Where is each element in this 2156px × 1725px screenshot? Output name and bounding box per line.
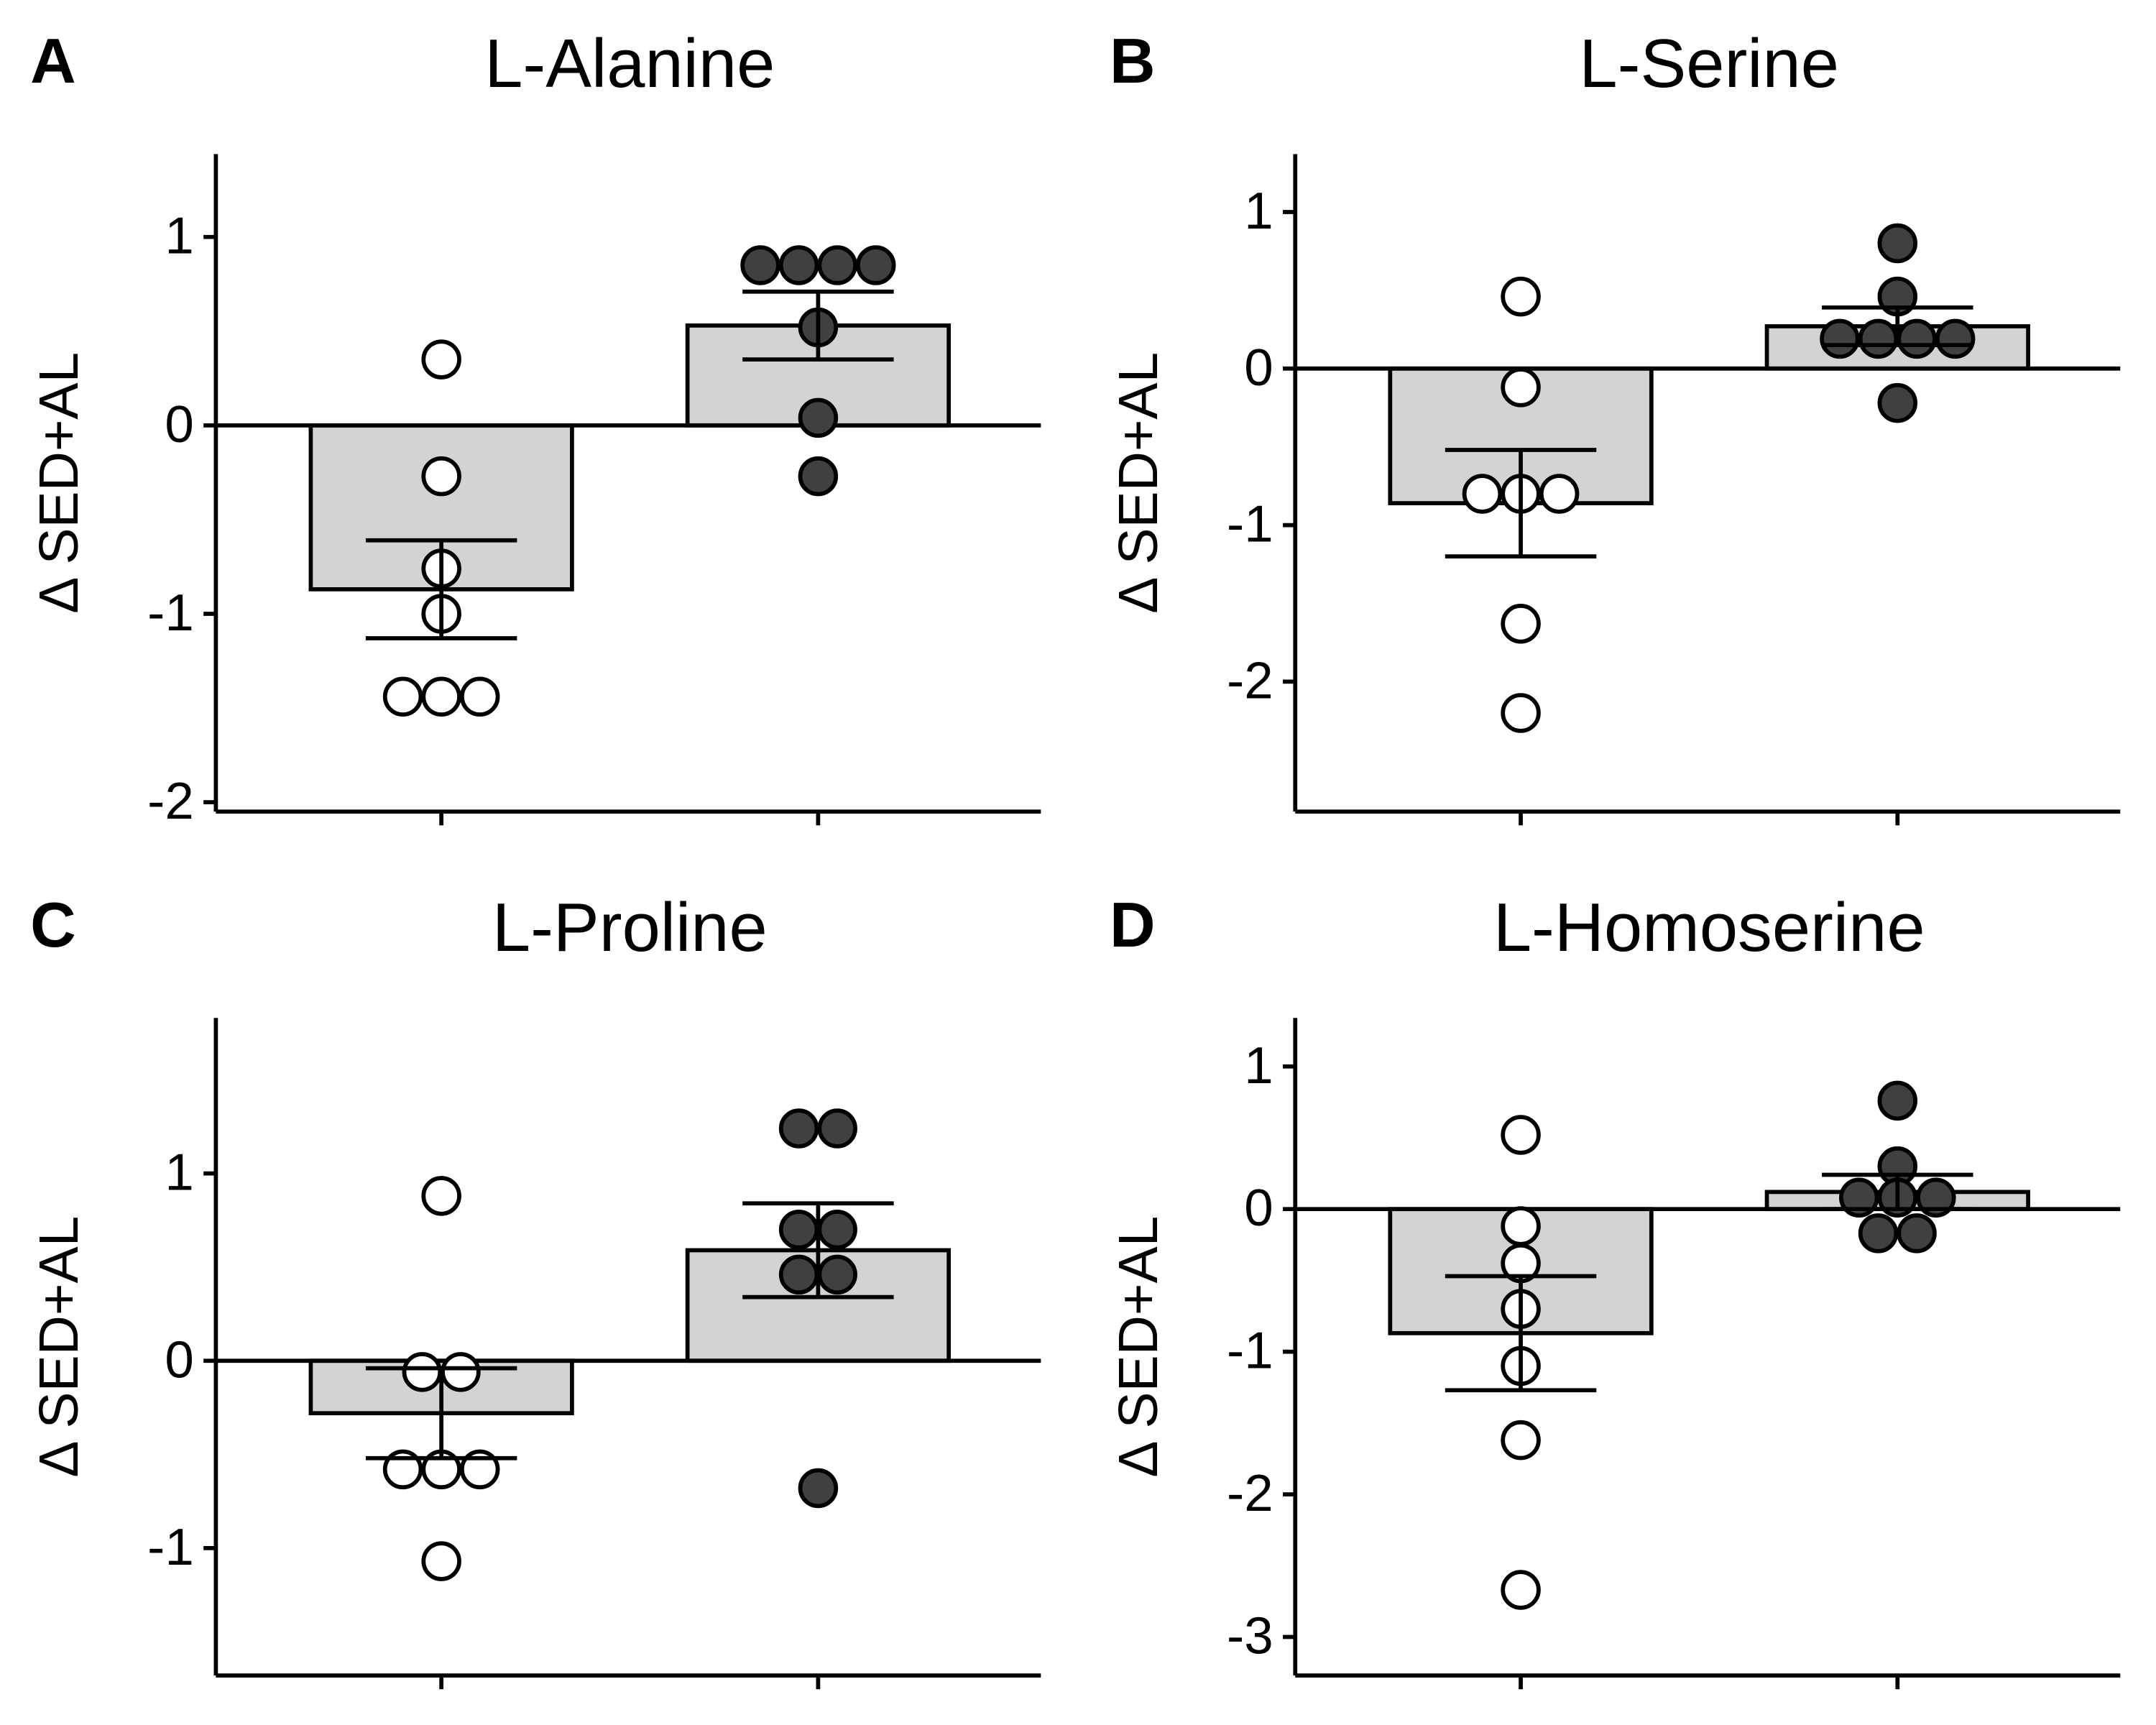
data-point [402, 1352, 443, 1392]
y-tick-label: -2 [147, 772, 194, 830]
y-tick-label: -2 [1227, 651, 1273, 709]
panel: B L-Serine Δ SED+AL -2 -1 0 1 [1108, 25, 2121, 826]
y-tick-label: -1 [1227, 1322, 1273, 1380]
data-point [421, 1541, 461, 1581]
data-point [459, 676, 500, 717]
panel: C L-Proline Δ SED+AL -1 0 1 [29, 889, 1041, 1690]
data-point [1858, 318, 1899, 359]
y-tick-label: -2 [1227, 1464, 1273, 1522]
panel-label: C [30, 889, 76, 960]
data-point [1462, 474, 1503, 514]
data-point [798, 397, 839, 438]
y-tick-label: 1 [165, 1144, 193, 1202]
y-tick-label: -1 [147, 1518, 194, 1576]
y-tick-label: -1 [147, 584, 194, 642]
data-point [1820, 318, 1860, 359]
data-point [1897, 318, 1937, 359]
data-point [382, 1449, 423, 1490]
y-tick-label: 1 [1244, 182, 1273, 240]
data-point [798, 1468, 839, 1509]
data-point [1539, 474, 1580, 514]
panel: A L-Alanine Δ SED+AL -2 -1 0 1 [29, 25, 1041, 830]
y-tick-label: 0 [165, 395, 193, 454]
data-point [459, 1449, 500, 1490]
y-tick-label: -1 [1227, 495, 1273, 553]
data-point [1935, 318, 1976, 359]
data-point [1858, 1213, 1899, 1254]
data-point [1501, 1115, 1541, 1155]
data-point [1916, 1177, 1956, 1218]
data-point [798, 456, 839, 497]
data-point [1501, 367, 1541, 408]
data-point [778, 1210, 819, 1250]
data-point [817, 1254, 857, 1295]
data-point [778, 245, 819, 285]
chart-title: L-Alanine [484, 25, 775, 102]
data-point [1897, 1213, 1937, 1254]
y-tick-label: 1 [165, 207, 193, 265]
data-point [382, 676, 423, 717]
data-point [1501, 604, 1541, 644]
data-point [1501, 1206, 1541, 1246]
y-tick-label: -3 [1227, 1607, 1273, 1665]
data-point [441, 1352, 481, 1392]
panel-label: A [30, 25, 76, 96]
chart-title: L-Homoserine [1493, 889, 1925, 966]
data-point [1877, 1080, 1918, 1121]
data-point [778, 1254, 819, 1295]
y-tick-label: 0 [165, 1330, 193, 1389]
y-axis-label: Δ SED+AL [29, 1216, 90, 1478]
y-tick-label: 1 [1244, 1036, 1273, 1095]
data-point [421, 676, 461, 717]
panel-label: B [1110, 25, 1156, 96]
data-point [817, 1108, 857, 1149]
chart-title: L-Serine [1579, 25, 1839, 102]
data-point [1877, 382, 1918, 423]
data-point [856, 245, 896, 285]
y-axis-label: Δ SED+AL [29, 352, 90, 614]
data-point [1501, 1420, 1541, 1460]
data-point [740, 245, 780, 285]
y-tick-label: 0 [1244, 339, 1273, 397]
data-point [1877, 223, 1918, 264]
data-point [1838, 1177, 1879, 1218]
data-point [421, 339, 461, 380]
y-axis-label: Δ SED+AL [1108, 352, 1169, 614]
chart-title: L-Proline [492, 889, 768, 966]
data-point [1501, 693, 1541, 733]
y-tick-label: 0 [1244, 1179, 1273, 1237]
data-point [778, 1108, 819, 1149]
panel-label: D [1110, 889, 1156, 960]
data-point [817, 1210, 857, 1250]
y-axis-label: Δ SED+AL [1108, 1216, 1169, 1478]
data-point [421, 456, 461, 497]
data-point [421, 1176, 461, 1216]
panel: D L-Homoserine Δ SED+AL -3 -2 -1 0 1 [1108, 889, 2121, 1690]
data-point [1501, 1570, 1541, 1610]
data-point [1501, 276, 1541, 317]
data-point [817, 245, 857, 285]
